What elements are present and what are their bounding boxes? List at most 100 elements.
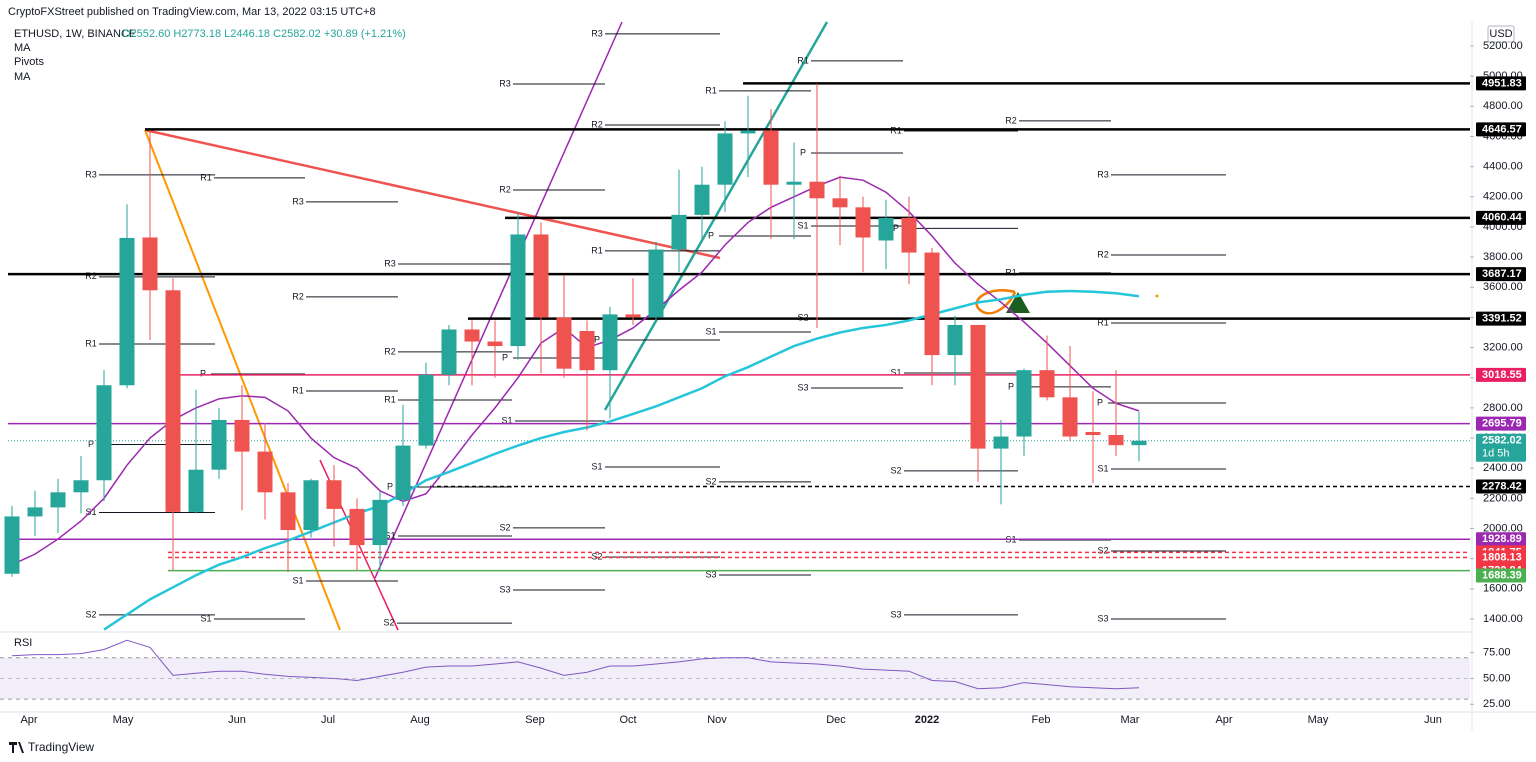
y-tick-label: 3200.00 xyxy=(1483,341,1523,353)
candle-body xyxy=(993,436,1009,449)
rsi-line xyxy=(11,639,1140,690)
x-tick-label: Oct xyxy=(619,714,636,726)
candle-body xyxy=(96,385,112,481)
pivot-label: R1 xyxy=(705,85,717,95)
pivot-label: S3 xyxy=(499,584,510,594)
candle-body xyxy=(1039,370,1055,398)
candle-body xyxy=(602,314,618,371)
pivot-label: P xyxy=(1097,397,1103,407)
price-tag-label: 2278.42 xyxy=(1482,480,1522,492)
pivot-label: P xyxy=(1008,381,1014,391)
candle-body xyxy=(671,214,687,250)
x-tick-label: Apr xyxy=(20,714,37,726)
pivot-label: R3 xyxy=(591,28,603,38)
pivot-label: R1 xyxy=(1005,267,1017,277)
candle-body xyxy=(418,374,434,446)
pivot-label: S1 xyxy=(384,530,395,540)
pivot-label: S2 xyxy=(797,312,808,322)
pivot-label: R1 xyxy=(797,55,809,65)
price-tag-label: 4951.83 xyxy=(1482,77,1522,89)
candle-body xyxy=(855,207,871,238)
currency[interactable]: USD xyxy=(1489,28,1512,40)
y-tick-label: 2000.00 xyxy=(1483,522,1523,534)
candle-body xyxy=(395,445,411,500)
x-tick-label: Sep xyxy=(525,714,545,726)
candle-body xyxy=(303,480,319,531)
pivot-label: R2 xyxy=(591,119,603,129)
rsi-tick-label: 25.00 xyxy=(1483,698,1511,710)
candle-body xyxy=(740,130,756,134)
candle-body xyxy=(763,130,779,185)
dot xyxy=(1155,294,1159,298)
pivot-label: S1 xyxy=(200,613,211,623)
pivot-label: R2 xyxy=(384,346,396,356)
pivot-label: R1 xyxy=(1097,317,1109,327)
indicator: MA xyxy=(14,71,31,83)
y-tick-label: 5200.00 xyxy=(1483,40,1523,52)
pivot-label: P xyxy=(200,368,206,378)
candle-body xyxy=(533,234,549,318)
y-tick-label: 3800.00 xyxy=(1483,251,1523,263)
pivot-label: R1 xyxy=(200,172,212,182)
candle-body xyxy=(878,217,894,241)
x-tick-label: Jun xyxy=(228,714,246,726)
price-tag-label: 3391.52 xyxy=(1482,313,1522,325)
moving-average xyxy=(11,176,1140,566)
price-tag-label: 2695.79 xyxy=(1482,418,1522,430)
candle-body xyxy=(924,252,940,356)
warning-icon xyxy=(1006,292,1030,313)
candle-body xyxy=(165,290,181,512)
price-tag xyxy=(1476,479,1526,494)
pivot-label: S1 xyxy=(292,575,303,585)
pivot-label: P xyxy=(708,230,714,240)
currency-box[interactable] xyxy=(1487,25,1515,43)
countdown: 1d 5h xyxy=(1482,448,1510,460)
y-tick-label: 4200.00 xyxy=(1483,191,1523,203)
pivot-label: R3 xyxy=(499,78,511,88)
pivot-label: R3 xyxy=(384,258,396,268)
pivot-label: R2 xyxy=(1005,115,1017,125)
x-tick-label: Jun xyxy=(1424,714,1442,726)
pivot-label: R2 xyxy=(292,291,304,301)
candle-body xyxy=(625,314,641,318)
candle-body xyxy=(441,329,457,375)
x-tick-label: Feb xyxy=(1032,714,1051,726)
x-tick-label: Mar xyxy=(1121,714,1140,726)
candle-body xyxy=(326,480,342,509)
price-tag xyxy=(1476,311,1526,326)
pivot-label: R1 xyxy=(85,338,97,348)
pivot-label: R2 xyxy=(1097,249,1109,259)
candle-body xyxy=(487,341,503,347)
candle-body xyxy=(809,181,825,199)
candle-body xyxy=(349,508,365,546)
price-tag xyxy=(1476,433,1526,462)
candle-body xyxy=(211,419,227,470)
candle-body xyxy=(1085,432,1101,436)
pivot-label: P xyxy=(893,223,899,233)
price-tag xyxy=(1476,76,1526,91)
candle-body xyxy=(188,469,204,512)
trendline xyxy=(603,21,829,411)
price-tag xyxy=(1476,416,1526,431)
pivot-label: S3 xyxy=(797,382,808,392)
pivot-label: S1 xyxy=(890,367,901,377)
candle-body xyxy=(556,317,572,369)
candle-body xyxy=(119,237,135,386)
x-tick-label: Nov xyxy=(707,714,727,726)
pivot-label: S1 xyxy=(591,461,602,471)
candle-body xyxy=(970,324,986,449)
pivot-label: S3 xyxy=(1097,613,1108,623)
brand-logo xyxy=(9,742,24,753)
price-tag-label: 3687.17 xyxy=(1482,268,1522,280)
pivot-label: S1 xyxy=(1097,463,1108,473)
pivot-label: S2 xyxy=(890,465,901,475)
candle-body xyxy=(694,184,710,215)
price-tag xyxy=(1476,532,1526,547)
pivot-label: S1 xyxy=(705,326,716,336)
pivot-label: S2 xyxy=(85,609,96,619)
pivot-label: S2 xyxy=(383,617,394,627)
y-tick-label: 3600.00 xyxy=(1483,281,1523,293)
candle-body xyxy=(1108,435,1124,446)
